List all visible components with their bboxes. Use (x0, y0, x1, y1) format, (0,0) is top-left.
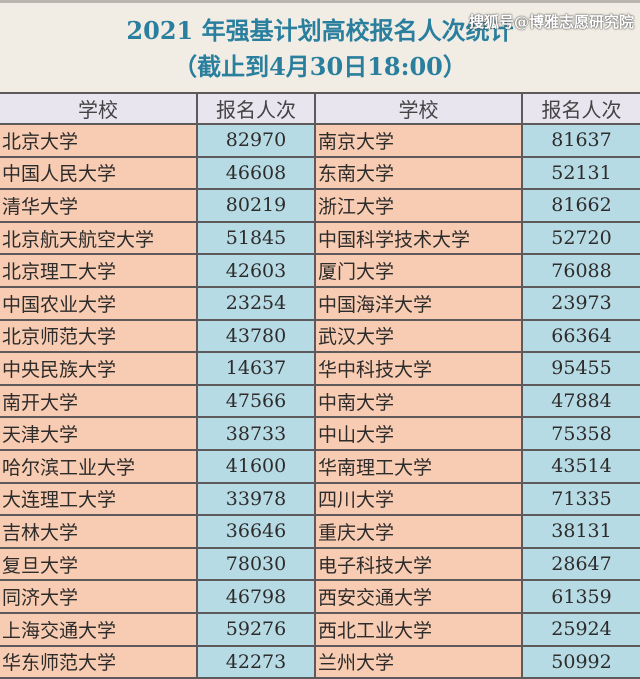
header-count: 报名人次 (521, 92, 640, 125)
school-name-cell: 南京大学 (314, 123, 523, 158)
table-row: 中央民族大学 14637 华中科技大学 95455 (0, 351, 640, 386)
table-row: 天津大学 38733 中山大学 75358 (0, 416, 640, 451)
school-name-cell: 大连理工大学 (0, 481, 198, 517)
registration-count-cell: 28647 (521, 546, 640, 582)
registration-count-cell: 43780 (196, 318, 316, 354)
school-name-cell: 西北工业大学 (314, 611, 523, 647)
registration-count-cell: 95455 (521, 351, 640, 386)
table-row: 南开大学 47566 中南大学 47884 (0, 383, 640, 419)
registration-count-cell: 66364 (521, 318, 640, 354)
table-row: 北京大学 82970 南京大学 81637 (0, 123, 640, 158)
registration-count-cell: 81662 (521, 188, 640, 223)
school-name-cell: 西安交通大学 (314, 579, 523, 614)
school-name-cell: 北京大学 (0, 123, 198, 158)
watermark: 搜狐号@博雅志愿研究院 (468, 13, 634, 31)
registration-count-cell: 36646 (196, 514, 316, 549)
table-row: 北京理工大学 42603 厦门大学 76088 (0, 253, 640, 288)
school-name-cell: 北京航天航空大学 (0, 220, 198, 256)
registration-count-cell: 71335 (521, 481, 640, 517)
school-name-cell: 重庆大学 (314, 514, 523, 549)
table-row: 吉林大学 36646 重庆大学 38131 (0, 514, 640, 549)
school-name-cell: 东南大学 (314, 155, 523, 191)
school-name-cell: 兰州大学 (314, 644, 523, 679)
school-name-cell: 南开大学 (0, 383, 198, 419)
registration-count-cell: 50992 (521, 644, 640, 679)
table-row: 哈尔滨工业大学 41600 华南理工大学 43514 (0, 448, 640, 484)
registration-count-cell: 59276 (196, 611, 316, 647)
header-count: 报名人次 (196, 92, 316, 125)
registration-count-cell: 23973 (521, 285, 640, 321)
table-row: 中国人民大学 46608 东南大学 52131 (0, 155, 640, 191)
registration-count-cell: 52720 (521, 220, 640, 256)
registration-count-cell: 82970 (196, 123, 316, 158)
school-name-cell: 厦门大学 (314, 253, 523, 288)
registration-count-cell: 81637 (521, 123, 640, 158)
school-name-cell: 浙江大学 (314, 188, 523, 223)
school-name-cell: 中山大学 (314, 416, 523, 451)
registration-count-cell: 52131 (521, 155, 640, 191)
registration-count-cell: 61359 (521, 579, 640, 614)
registration-count-cell: 38131 (521, 514, 640, 549)
school-name-cell: 中国人民大学 (0, 155, 198, 191)
table-row: 北京航天航空大学 51845 中国科学技术大学 52720 (0, 220, 640, 256)
registration-count-cell: 25924 (521, 611, 640, 647)
table-row: 中国农业大学 23254 中国海洋大学 23973 (0, 285, 640, 321)
registration-count-cell: 80219 (196, 188, 316, 223)
page-title: 2021 年强基计划高校报名人次统计 (126, 16, 514, 45)
registration-count-cell: 46798 (196, 579, 316, 614)
school-name-cell: 中央民族大学 (0, 351, 198, 386)
header-school: 学校 (0, 92, 198, 125)
table-row: 北京师范大学 43780 武汉大学 66364 (0, 318, 640, 354)
table-row: 上海交通大学 59276 西北工业大学 25924 (0, 611, 640, 647)
registration-count-cell: 23254 (196, 285, 316, 321)
school-name-cell: 中国农业大学 (0, 285, 198, 321)
registration-count-cell: 33978 (196, 481, 316, 517)
school-name-cell: 复旦大学 (0, 546, 198, 582)
school-name-cell: 华中科技大学 (314, 351, 523, 386)
registration-count-cell: 14637 (196, 351, 316, 386)
school-name-cell: 中国科学技术大学 (314, 220, 523, 256)
registration-count-cell: 43514 (521, 448, 640, 484)
registration-count-cell: 41600 (196, 448, 316, 484)
registration-count-cell: 78030 (196, 546, 316, 582)
school-name-cell: 中国海洋大学 (314, 285, 523, 321)
registration-count-cell: 76088 (521, 253, 640, 288)
registration-count-cell: 46608 (196, 155, 316, 191)
registration-count-cell: 75358 (521, 416, 640, 451)
title-area: 2021 年强基计划高校报名人次统计 （截止到4月30日18:00） 搜狐号@博… (0, 0, 640, 92)
registration-count-cell: 51845 (196, 220, 316, 256)
school-name-cell: 华南理工大学 (314, 448, 523, 484)
registration-count-cell: 47566 (196, 383, 316, 419)
school-name-cell: 哈尔滨工业大学 (0, 448, 198, 484)
registration-count-cell: 42603 (196, 253, 316, 288)
school-name-cell: 清华大学 (0, 188, 198, 223)
page-subtitle: （截止到4月30日18:00） (173, 52, 467, 81)
table-row: 大连理工大学 33978 四川大学 71335 (0, 481, 640, 517)
table-row: 同济大学 46798 西安交通大学 61359 (0, 579, 640, 614)
school-name-cell: 电子科技大学 (314, 546, 523, 582)
school-name-cell: 北京师范大学 (0, 318, 198, 354)
registration-count-cell: 47884 (521, 383, 640, 419)
table-row: 华东师范大学 42273 兰州大学 50992 (0, 644, 640, 679)
registration-table: 学校 报名人次 学校 报名人次 北京大学 82970 南京大学 81637 中国人民大学… (0, 92, 640, 679)
header-row: 学校 报名人次 学校 报名人次 (0, 92, 640, 125)
school-name-cell: 四川大学 (314, 481, 523, 517)
school-name-cell: 同济大学 (0, 579, 198, 614)
school-name-cell: 中南大学 (314, 383, 523, 419)
header-school: 学校 (314, 92, 523, 125)
school-name-cell: 上海交通大学 (0, 611, 198, 647)
registration-count-cell: 38733 (196, 416, 316, 451)
school-name-cell: 天津大学 (0, 416, 198, 451)
school-name-cell: 华东师范大学 (0, 644, 198, 679)
table-row: 清华大学 80219 浙江大学 81662 (0, 188, 640, 223)
registration-count-cell: 42273 (196, 644, 316, 679)
school-name-cell: 武汉大学 (314, 318, 523, 354)
school-name-cell: 吉林大学 (0, 514, 198, 549)
school-name-cell: 北京理工大学 (0, 253, 198, 288)
table-row: 复旦大学 78030 电子科技大学 28647 (0, 546, 640, 582)
